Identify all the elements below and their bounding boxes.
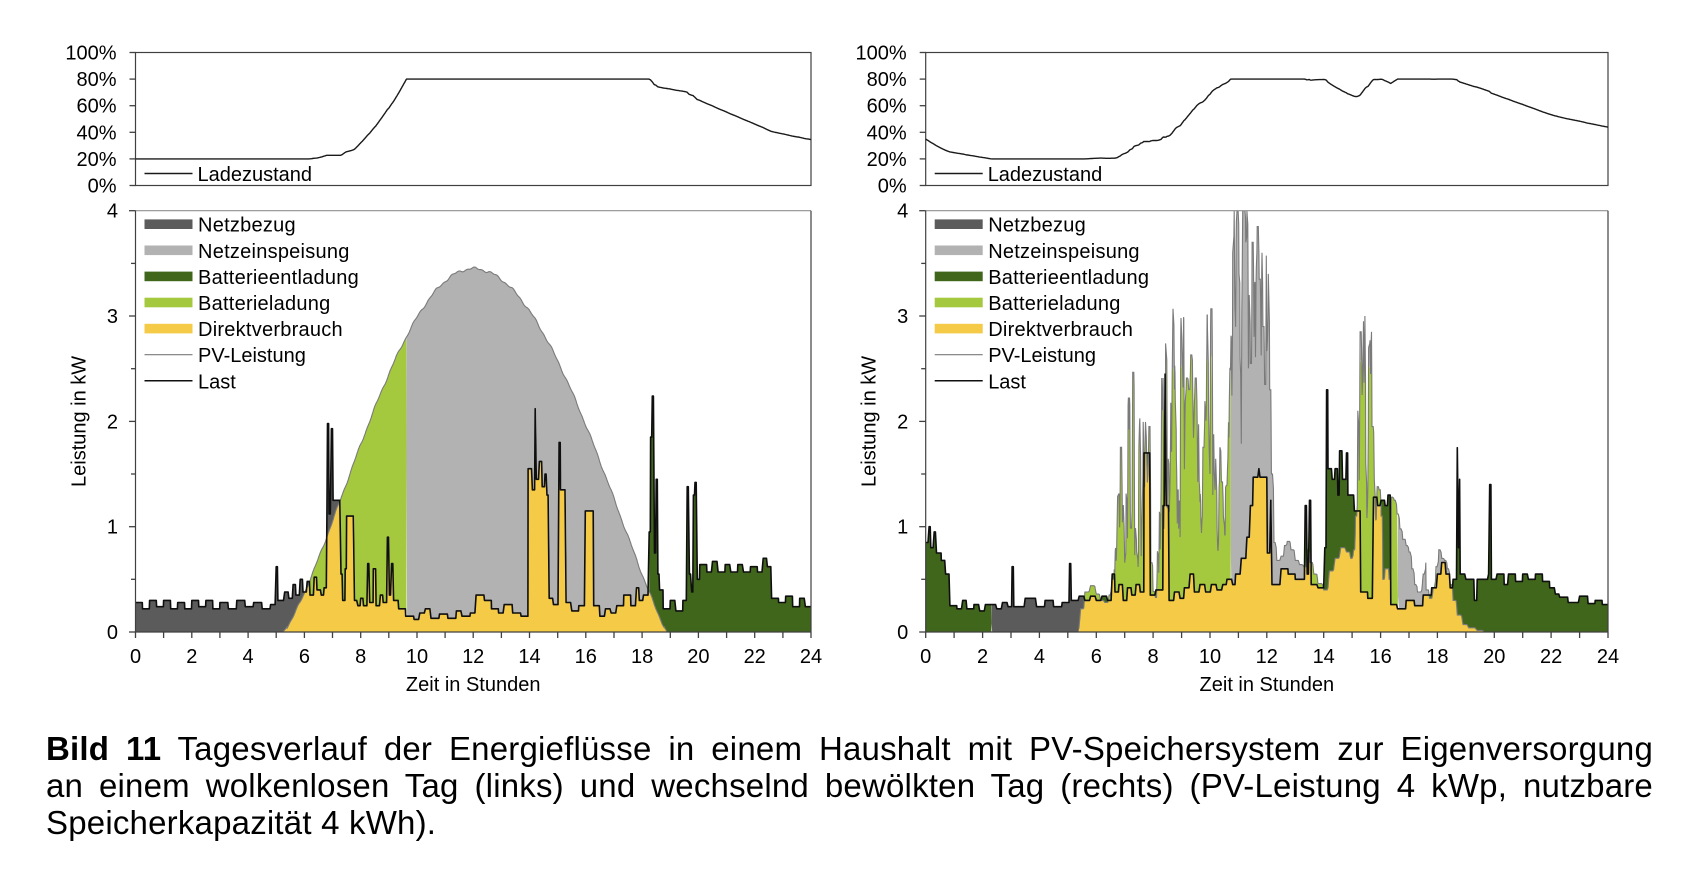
svg-text:100%: 100% (856, 43, 907, 65)
svg-text:2: 2 (897, 411, 908, 433)
svg-text:Direktverbrauch: Direktverbrauch (198, 319, 343, 341)
svg-text:4: 4 (107, 201, 118, 223)
svg-text:2: 2 (186, 646, 197, 668)
svg-text:PV-Leistung: PV-Leistung (198, 345, 306, 367)
svg-text:16: 16 (575, 646, 597, 668)
svg-text:8: 8 (1148, 646, 1159, 668)
svg-text:Leistung in kW: Leistung in kW (69, 356, 91, 487)
svg-text:12: 12 (1256, 646, 1278, 668)
svg-text:0: 0 (897, 622, 908, 644)
svg-text:Batterieentladung: Batterieentladung (198, 267, 359, 289)
svg-text:0: 0 (107, 622, 118, 644)
svg-text:0%: 0% (88, 176, 117, 198)
svg-text:16: 16 (1369, 646, 1391, 668)
svg-text:Zeit in Stunden: Zeit in Stunden (406, 674, 541, 696)
svg-text:18: 18 (1426, 646, 1448, 668)
svg-text:Ladezustand: Ladezustand (198, 164, 313, 186)
svg-text:18: 18 (631, 646, 653, 668)
svg-text:2: 2 (977, 646, 988, 668)
svg-text:0: 0 (130, 646, 141, 668)
svg-text:Zeit in Stunden: Zeit in Stunden (1200, 674, 1335, 696)
svg-text:12: 12 (462, 646, 484, 668)
svg-text:Direktverbrauch: Direktverbrauch (988, 319, 1133, 341)
svg-text:Leistung in kW: Leistung in kW (859, 356, 881, 487)
svg-text:4: 4 (243, 646, 254, 668)
svg-text:60%: 60% (76, 96, 116, 118)
svg-text:Netzbezug: Netzbezug (988, 215, 1086, 237)
svg-text:10: 10 (1199, 646, 1221, 668)
svg-text:80%: 80% (867, 69, 907, 91)
svg-text:20: 20 (687, 646, 709, 668)
svg-text:22: 22 (1540, 646, 1562, 668)
svg-text:10: 10 (406, 646, 428, 668)
svg-text:22: 22 (744, 646, 766, 668)
svg-text:24: 24 (1597, 646, 1619, 668)
svg-text:1: 1 (897, 517, 908, 539)
svg-text:Batterieladung: Batterieladung (198, 293, 330, 315)
svg-text:60%: 60% (867, 96, 907, 118)
svg-text:24: 24 (800, 646, 822, 668)
svg-text:2: 2 (107, 411, 118, 433)
svg-text:1: 1 (107, 517, 118, 539)
svg-text:Netzeinspeisung: Netzeinspeisung (988, 241, 1140, 263)
svg-text:Last: Last (988, 371, 1026, 393)
svg-text:PV-Leistung: PV-Leistung (988, 345, 1096, 367)
svg-text:3: 3 (897, 306, 908, 328)
svg-text:Last: Last (198, 371, 236, 393)
svg-text:20%: 20% (867, 149, 907, 171)
svg-text:6: 6 (1091, 646, 1102, 668)
svg-text:0: 0 (920, 646, 931, 668)
svg-text:80%: 80% (76, 69, 116, 91)
svg-text:Batterieentladung: Batterieentladung (988, 267, 1149, 289)
svg-text:14: 14 (518, 646, 540, 668)
svg-text:6: 6 (299, 646, 310, 668)
svg-text:40%: 40% (76, 122, 116, 144)
svg-text:4: 4 (1034, 646, 1045, 668)
svg-text:Ladezustand: Ladezustand (988, 164, 1103, 186)
svg-text:20: 20 (1483, 646, 1505, 668)
svg-text:Netzbezug: Netzbezug (198, 215, 296, 237)
svg-text:14: 14 (1313, 646, 1335, 668)
svg-text:3: 3 (107, 306, 118, 328)
svg-text:0%: 0% (878, 176, 907, 198)
svg-text:100%: 100% (65, 43, 116, 65)
svg-text:20%: 20% (76, 149, 116, 171)
svg-text:4: 4 (897, 201, 908, 223)
svg-text:Netzeinspeisung: Netzeinspeisung (198, 241, 350, 263)
svg-text:8: 8 (355, 646, 366, 668)
svg-text:Batterieladung: Batterieladung (988, 293, 1120, 315)
svg-text:40%: 40% (867, 122, 907, 144)
